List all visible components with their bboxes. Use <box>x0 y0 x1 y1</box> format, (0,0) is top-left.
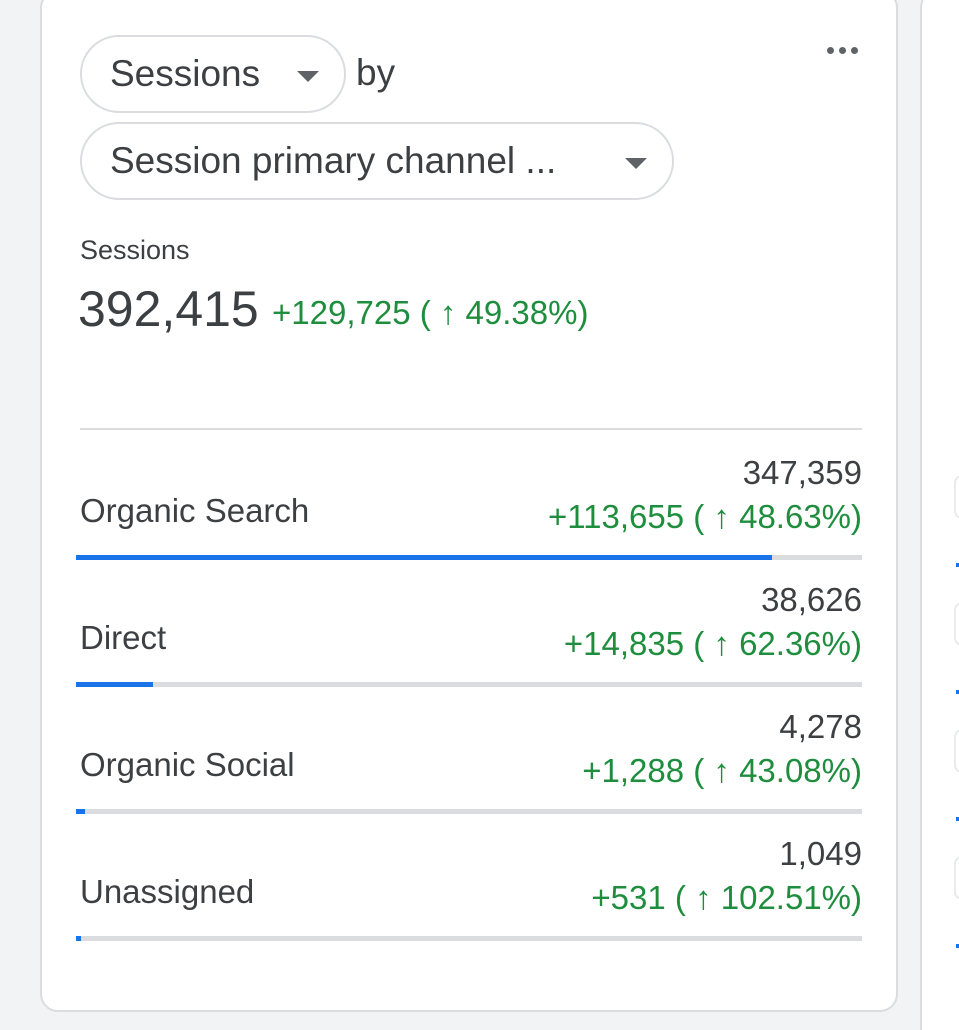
adjacent-card-bar <box>956 563 959 567</box>
adjacent-card-bar <box>956 690 959 694</box>
share-bar-fill <box>76 555 772 560</box>
adjacent-card-row <box>954 602 959 646</box>
share-bar-track <box>76 682 862 687</box>
share-bar-fill <box>76 682 153 687</box>
channel-row[interactable]: Organic Social 4,278 +1,288 ( ↑ 43.08%) <box>76 708 862 835</box>
dropdown-arrow-icon <box>297 71 319 82</box>
by-label: by <box>356 52 396 93</box>
channel-name: Organic Search <box>80 492 310 529</box>
share-bar-fill <box>76 936 81 941</box>
channel-value: 1,049 <box>779 835 862 872</box>
share-bar-track <box>76 809 862 814</box>
channel-row[interactable]: Organic Search 347,359 +113,655 ( ↑ 48.6… <box>76 454 862 581</box>
metric-total: 392,415 <box>78 281 259 337</box>
channel-value: 38,626 <box>761 581 862 618</box>
divider <box>80 428 862 430</box>
share-bar-track <box>76 936 862 941</box>
metric-selector[interactable]: Sessions <box>80 35 346 113</box>
more-options-icon[interactable] <box>822 42 862 58</box>
metric-selector-label: Sessions <box>110 53 261 94</box>
metric-label: Sessions <box>80 235 190 265</box>
channel-name: Direct <box>80 619 167 656</box>
channel-value: 4,278 <box>779 708 862 745</box>
channel-change: +531 ( ↑ 102.51%) <box>591 879 862 916</box>
sessions-card: Sessions by Session primary channel ... … <box>40 0 898 1012</box>
metric-change: +129,725 ( ↑ 49.38%) <box>272 294 589 331</box>
adjacent-card-row <box>954 475 959 519</box>
channel-change: +14,835 ( ↑ 62.36%) <box>563 625 862 662</box>
channel-change: +113,655 ( ↑ 48.63%) <box>547 498 862 535</box>
channel-name: Organic Social <box>80 746 295 783</box>
dropdown-arrow-icon <box>625 158 647 169</box>
adjacent-card-bar <box>956 944 959 948</box>
adjacent-card-edge <box>920 0 959 1030</box>
channel-row[interactable]: Unassigned 1,049 +531 ( ↑ 102.51%) <box>76 835 862 962</box>
share-bar-fill <box>76 809 85 814</box>
adjacent-card-row <box>954 729 959 773</box>
channel-value: 347,359 <box>742 454 862 491</box>
channel-row[interactable]: Direct 38,626 +14,835 ( ↑ 62.36%) <box>76 581 862 708</box>
channel-change: +1,288 ( ↑ 43.08%) <box>582 752 862 789</box>
channel-name: Unassigned <box>80 873 255 910</box>
adjacent-card-row <box>954 856 959 900</box>
dimension-selector[interactable]: Session primary channel ... <box>80 122 674 200</box>
share-bar-track <box>76 555 862 560</box>
dimension-selector-label: Session primary channel ... <box>110 140 557 181</box>
adjacent-card-bar <box>956 817 959 821</box>
